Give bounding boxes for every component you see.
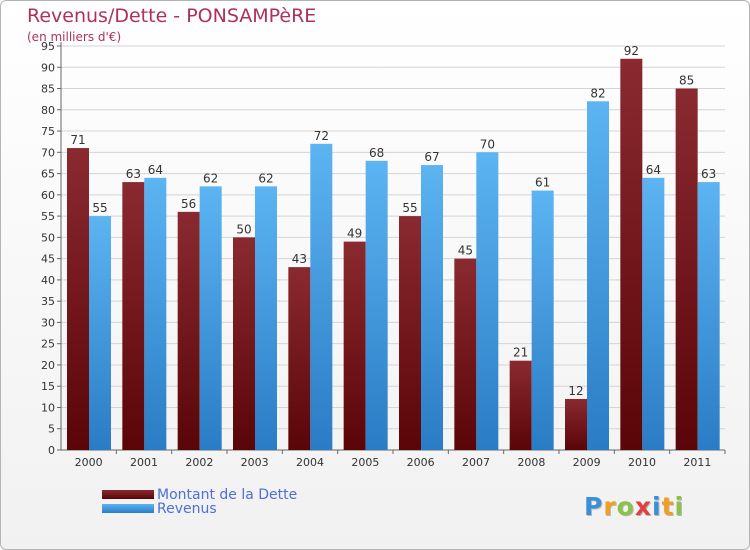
bar-debt-2008 (509, 360, 532, 450)
y-tick-label: 70 (41, 146, 55, 159)
y-tick-label: 5 (48, 423, 55, 436)
y-tick-label: 10 (41, 401, 55, 414)
bar-debt-2007 (454, 258, 477, 450)
y-tick-label: 80 (41, 104, 55, 117)
x-tick-label: 2008 (517, 456, 545, 469)
y-tick-label: 60 (41, 189, 55, 202)
legend-swatch-debt (102, 490, 154, 499)
data-label: 56 (181, 197, 196, 211)
logo-letter: o (616, 492, 635, 521)
bar-debt-2001 (122, 182, 145, 450)
data-label: 55 (402, 201, 417, 215)
x-tick-label: 2009 (573, 456, 601, 469)
bar-debt-2003 (233, 237, 255, 450)
y-tick-label: 75 (41, 125, 55, 138)
data-label: 62 (203, 171, 218, 185)
bar-debt-2010 (620, 58, 643, 450)
proxiti-logo: Proxiti (584, 492, 684, 521)
x-tick-label: 2001 (130, 456, 158, 469)
x-tick-label: 2006 (407, 456, 435, 469)
bar-revenue-2008 (531, 190, 554, 450)
bar-revenue-2007 (476, 152, 499, 450)
bar-revenue-2002 (199, 186, 222, 450)
y-tick-label: 95 (41, 40, 55, 53)
logo-letter: r (603, 492, 617, 521)
bar-revenue-2010 (642, 177, 665, 450)
data-label: 92 (624, 44, 639, 58)
logo-letter: t (661, 492, 675, 521)
y-tick-label: 20 (41, 359, 55, 372)
y-tick-label: 45 (41, 253, 55, 266)
chart-subtitle: (en milliers d'€) (27, 30, 122, 44)
y-tick-label: 25 (41, 338, 55, 351)
data-label: 12 (568, 384, 583, 398)
bar-debt-2000 (67, 148, 89, 450)
data-label: 43 (292, 252, 307, 266)
data-label: 85 (679, 74, 694, 88)
legend-swatch-revenue (102, 504, 154, 513)
bar-debt-2002 (177, 211, 200, 450)
data-label: 64 (646, 163, 661, 177)
bar-revenue-2000 (89, 216, 111, 450)
bar-revenue-2004 (310, 143, 333, 450)
bar-revenue-2003 (255, 186, 277, 450)
bar-debt-2006 (399, 216, 421, 450)
logo-letter: i (674, 492, 685, 521)
y-tick-label: 30 (41, 316, 55, 329)
bar-debt-2009 (565, 398, 587, 450)
y-tick-label: 35 (41, 295, 55, 308)
logo-letter: x (634, 492, 652, 521)
data-label: 49 (347, 227, 362, 241)
bar-debt-2004 (288, 267, 311, 450)
data-label: 55 (92, 201, 107, 215)
bar-revenue-2006 (421, 165, 443, 451)
bar-revenue-2009 (587, 101, 609, 450)
bar-debt-2011 (675, 88, 698, 451)
data-label: 72 (314, 129, 329, 143)
data-label: 21 (513, 346, 528, 360)
bar-revenue-2011 (697, 182, 720, 450)
x-tick-label: 2000 (75, 456, 103, 469)
data-label: 67 (424, 150, 439, 164)
data-label: 82 (590, 86, 605, 100)
x-tick-label: 2011 (683, 456, 711, 469)
data-label: 63 (701, 167, 716, 181)
y-tick-label: 0 (48, 444, 55, 457)
x-tick-label: 2007 (462, 456, 490, 469)
data-label: 62 (258, 171, 273, 185)
y-tick-label: 50 (41, 231, 55, 244)
data-label: 71 (70, 133, 85, 147)
data-label: 61 (535, 176, 550, 190)
y-tick-label: 65 (41, 168, 55, 181)
x-tick-label: 2002 (185, 456, 213, 469)
data-label: 63 (126, 167, 141, 181)
x-tick-label: 2004 (296, 456, 324, 469)
x-tick-label: 2010 (628, 456, 656, 469)
legend-label-debt: Montant de la Dette (157, 487, 298, 503)
bar-revenue-2001 (144, 177, 167, 450)
bar-debt-2005 (343, 241, 366, 450)
bar-revenue-2005 (365, 160, 388, 451)
logo-letter: P (584, 492, 604, 521)
y-tick-label: 85 (41, 83, 55, 96)
logo-letter: i (652, 492, 662, 521)
data-label: 64 (148, 163, 163, 177)
y-tick-label: 15 (41, 380, 55, 393)
x-tick-label: 2005 (351, 456, 379, 469)
data-label: 68 (369, 146, 384, 160)
data-label: 50 (236, 222, 251, 236)
y-tick-label: 55 (41, 210, 55, 223)
legend-label-revenue: Revenus (157, 501, 217, 517)
y-tick-label: 40 (41, 274, 55, 287)
x-tick-label: 2003 (241, 456, 269, 469)
y-tick-label: 90 (41, 61, 55, 74)
data-label: 45 (458, 244, 473, 258)
chart-title: Revenus/Dette - PONSAMPèRE (27, 5, 317, 27)
data-label: 70 (480, 137, 495, 151)
